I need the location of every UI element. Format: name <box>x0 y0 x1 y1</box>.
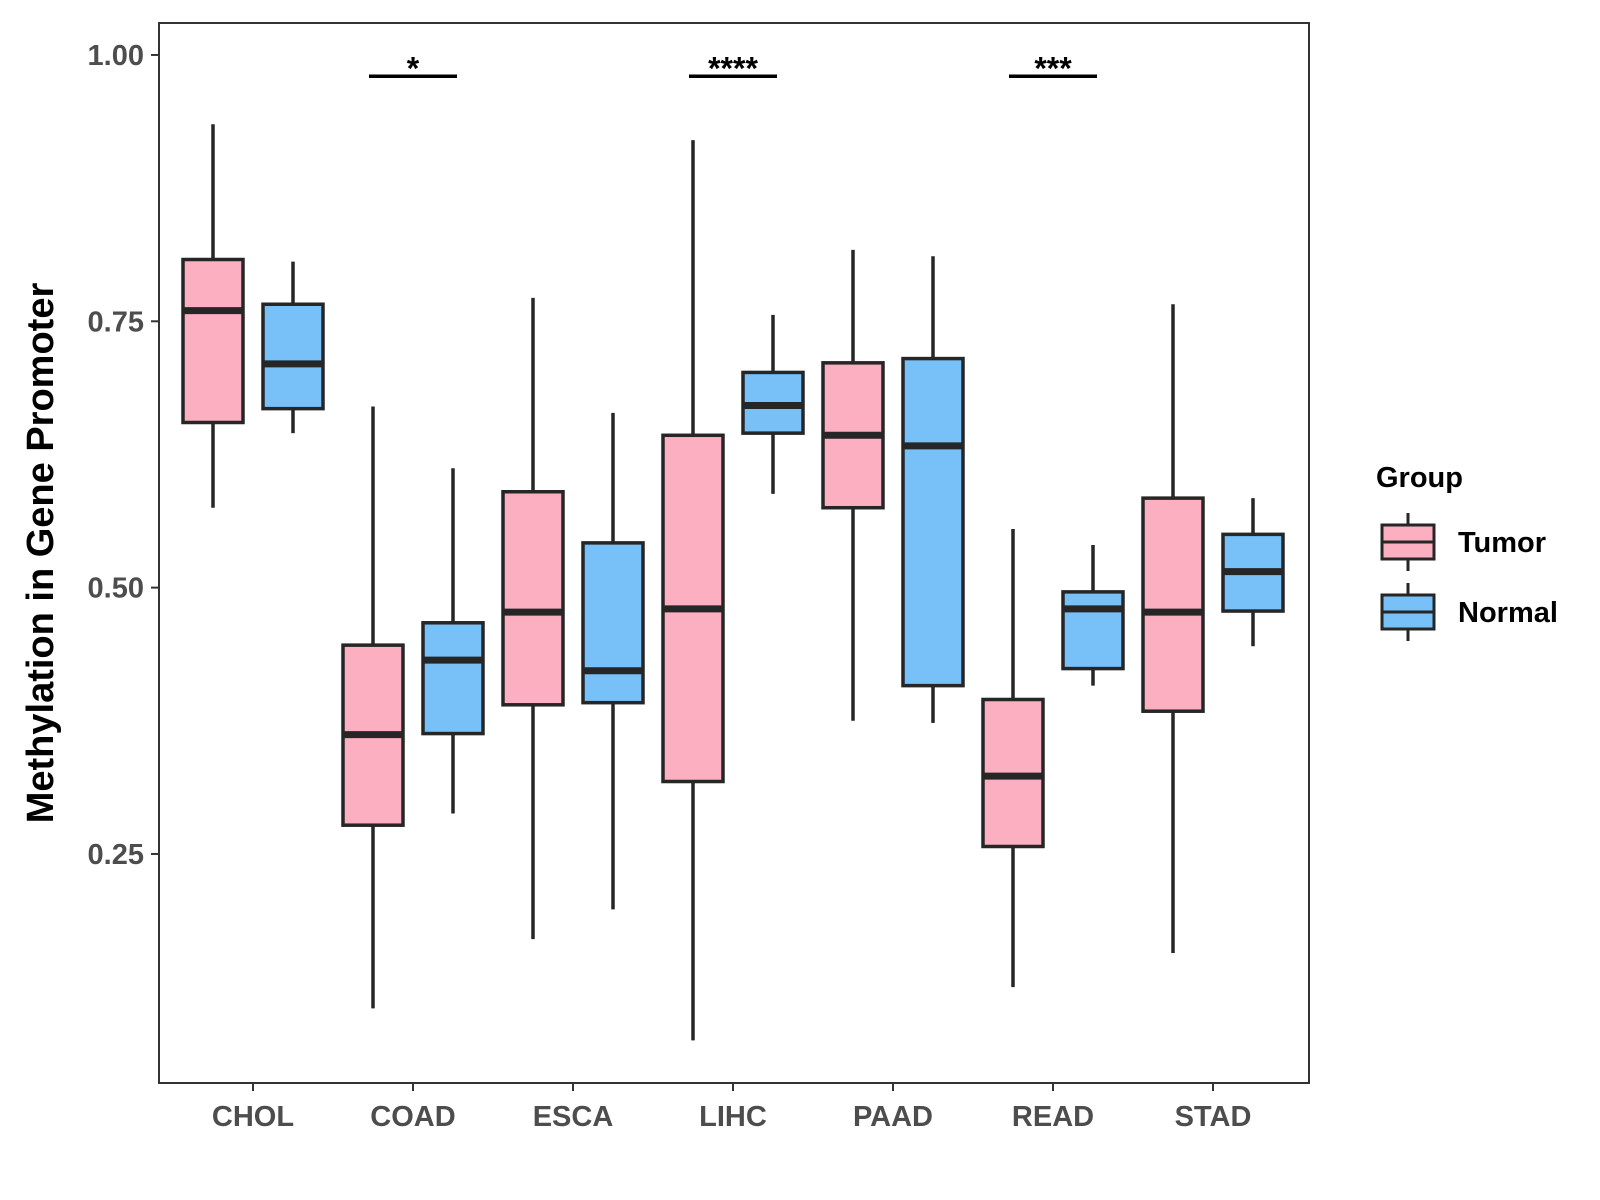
legend-key-normal <box>1380 583 1436 641</box>
legend-key-tumor <box>1380 513 1436 571</box>
significance-label: * <box>407 50 420 86</box>
x-tick-label: ESCA <box>533 1101 614 1133</box>
box-tumor-lihc <box>661 140 725 1041</box>
x-tick-label: LIHC <box>699 1101 767 1133</box>
significance-label: **** <box>708 50 758 86</box>
box-iqr <box>1061 590 1125 671</box>
legend-label-normal: Normal <box>1458 597 1558 629</box>
box-normal-paad <box>901 256 965 723</box>
legend-title: Group <box>1376 462 1463 494</box>
legend-label-tumor: Tumor <box>1458 527 1546 559</box>
box-tumor-chol <box>181 124 245 508</box>
box-iqr <box>261 302 325 411</box>
significance-label: *** <box>1034 50 1072 86</box>
y-axis-title: Methylation in Gene Promoter <box>20 283 62 824</box>
box-normal-stad <box>1221 498 1285 647</box>
y-axis: 0.25 0.50 0.75 1.00 <box>88 40 159 871</box>
x-tick-label: STAD <box>1175 1101 1252 1133</box>
box-iqr <box>581 541 645 705</box>
x-tick-label: CHOL <box>212 1101 294 1133</box>
box-tumor-read <box>981 529 1045 988</box>
box-normal-coad <box>421 468 485 814</box>
y-tick-label: 0.25 <box>88 839 144 871</box>
y-tick-label: 0.50 <box>88 573 144 605</box>
box-tumor-coad <box>341 406 405 1009</box>
box-normal-read <box>1061 545 1125 686</box>
box-tumor-paad <box>821 249 885 721</box>
x-axis: CHOL COAD ESCA LIHC PAAD READ STAD <box>212 1083 1251 1133</box>
box-normal-lihc <box>741 314 805 494</box>
box-tumor-esca <box>501 297 565 940</box>
box-normal-chol <box>261 261 325 434</box>
x-tick-label: PAAD <box>853 1101 933 1133</box>
x-tick-label: READ <box>1012 1101 1094 1133</box>
box-normal-esca <box>581 412 645 910</box>
legend: Group Tumor Normal <box>1376 462 1558 641</box>
box-iqr <box>901 356 965 688</box>
y-tick-label: 1.00 <box>88 40 144 72</box>
box-iqr <box>501 489 565 707</box>
box-iqr <box>421 621 485 736</box>
y-tick-label: 0.75 <box>88 306 144 338</box>
box-iqr <box>1141 496 1205 713</box>
box-series <box>181 124 1285 1041</box>
box-iqr <box>181 257 245 425</box>
plot-panel <box>158 22 1310 1084</box>
box-tumor-stad <box>1141 304 1205 954</box>
x-tick-label: COAD <box>370 1101 455 1133</box>
significance-annotations: * **** *** <box>369 50 1097 86</box>
